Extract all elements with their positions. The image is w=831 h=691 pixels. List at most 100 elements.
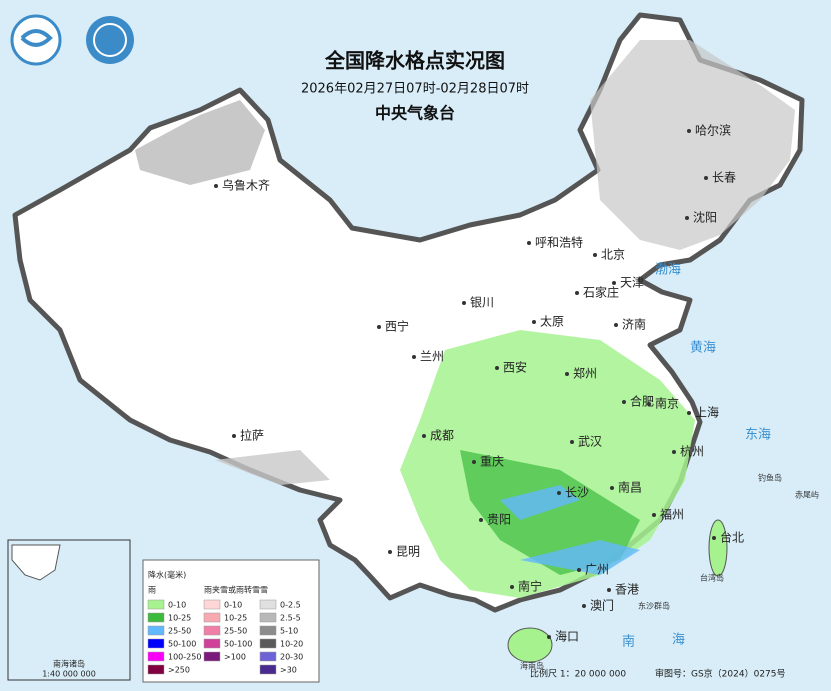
legend-label: >100	[224, 653, 246, 662]
island-label: 海南岛	[520, 661, 544, 671]
city-dot	[593, 253, 597, 257]
snow-area-west	[135, 100, 265, 185]
legend-label: 10-25	[224, 614, 247, 623]
legend-group: 雨夹雪或雨转雪	[204, 585, 260, 595]
inset-scale: 1:40 000 000	[42, 670, 96, 679]
city-dot	[652, 513, 656, 517]
city-label: 拉萨	[240, 428, 264, 443]
city-dot	[622, 400, 626, 404]
taiwan	[708, 519, 728, 577]
city-label: 贵阳	[487, 513, 511, 527]
city-label: 银川	[470, 296, 494, 310]
city-label: 乌鲁木齐	[222, 178, 270, 193]
rain-area-storm	[500, 485, 640, 575]
legend-swatch	[147, 664, 165, 675]
legend-frame	[142, 559, 320, 683]
legend-label: 20-30	[280, 653, 303, 662]
city-dot	[495, 366, 499, 370]
city-dot	[607, 588, 611, 592]
legend-label: 5-10	[280, 627, 298, 636]
inset-land	[11, 544, 61, 581]
island-label: 赤尾屿	[795, 491, 819, 500]
legend-label: 0-10	[224, 601, 242, 610]
legend-label: 100-250	[168, 653, 201, 662]
city-label: 成都	[430, 429, 454, 443]
city-label: 郑州	[573, 366, 597, 381]
city-dot	[612, 281, 616, 285]
legend-swatch	[259, 651, 277, 662]
city-label: 海口	[555, 629, 579, 644]
legend-group: 雨	[148, 586, 156, 595]
city-dot	[570, 440, 574, 444]
legend-swatch	[259, 638, 277, 649]
city-label: 北京	[601, 248, 625, 262]
footer-scale: 比例尺 1：20 000 000	[530, 668, 626, 680]
legend-swatch	[259, 612, 277, 623]
city-dot	[685, 216, 689, 220]
city-label: 上海	[695, 405, 719, 420]
city-label: 南京	[655, 396, 679, 411]
city-dot	[582, 604, 586, 608]
city-dot	[647, 402, 651, 406]
city-label: 长沙	[565, 486, 589, 500]
legend-label: 0-10	[168, 601, 186, 610]
snow-area-tibet	[215, 450, 330, 485]
city-dot	[577, 568, 581, 572]
city-label: 天津	[620, 276, 644, 290]
city-label: 西安	[503, 360, 527, 375]
title: 全国降水格点实况图	[324, 49, 505, 73]
legend-label: >250	[168, 666, 190, 675]
city-label: 昆明	[396, 545, 420, 559]
hainan	[507, 627, 553, 663]
city-dot	[510, 585, 514, 589]
city-dot	[214, 184, 218, 188]
legend-swatch	[147, 612, 165, 623]
city-label: 广州	[585, 563, 609, 577]
city-dot	[532, 320, 536, 324]
sea-label: 东海	[745, 428, 771, 443]
city-label: 南宁	[518, 579, 542, 594]
city-label: 福州	[660, 507, 684, 522]
city-dot	[610, 486, 614, 490]
city-label: 沈阳	[693, 210, 717, 225]
city-dot	[547, 635, 551, 639]
legend-swatch	[259, 599, 277, 610]
sea-label: 黄海	[690, 341, 716, 356]
city-label: 太原	[540, 314, 564, 329]
island-label: 东沙群岛	[638, 601, 670, 611]
city-label: 长春	[712, 171, 736, 185]
legend-label: 25-50	[224, 627, 247, 636]
city-label: 西宁	[385, 319, 409, 334]
city-dot	[412, 355, 416, 359]
legend-swatch	[259, 664, 277, 675]
sea-label: 渤海	[655, 262, 681, 278]
city-label: 兰州	[420, 350, 444, 364]
city-dot	[712, 536, 716, 540]
legend-swatch	[203, 651, 221, 662]
snow-area	[590, 40, 795, 250]
city-label: 台北	[720, 530, 744, 545]
city-dot	[614, 323, 618, 327]
legend-swatch	[203, 612, 221, 623]
city-dot	[575, 291, 579, 295]
legend-swatch	[203, 599, 221, 610]
sea-label: 南	[622, 634, 635, 650]
legend-label: 2.5-5	[280, 614, 301, 623]
city-label: 哈尔滨	[695, 123, 731, 138]
city-dot	[687, 129, 691, 133]
island-label: 钓鱼岛	[758, 473, 782, 483]
footer-review: 审图号：GS京（2024）0275号	[655, 668, 786, 680]
legend-label: 25-50	[168, 627, 191, 636]
city-dot	[232, 434, 236, 438]
legend-swatch	[147, 638, 165, 649]
legend-swatch	[203, 638, 221, 649]
legend-label: >30	[280, 666, 297, 675]
logo-globe	[93, 23, 127, 57]
city-dot	[565, 372, 569, 376]
city-dot	[462, 301, 466, 305]
city-label: 武汉	[578, 435, 602, 449]
city-label: 重庆	[480, 455, 504, 469]
city-dot	[527, 241, 531, 245]
legend-title: 降水(毫米)	[148, 570, 186, 580]
city-label: 南昌	[618, 480, 642, 495]
